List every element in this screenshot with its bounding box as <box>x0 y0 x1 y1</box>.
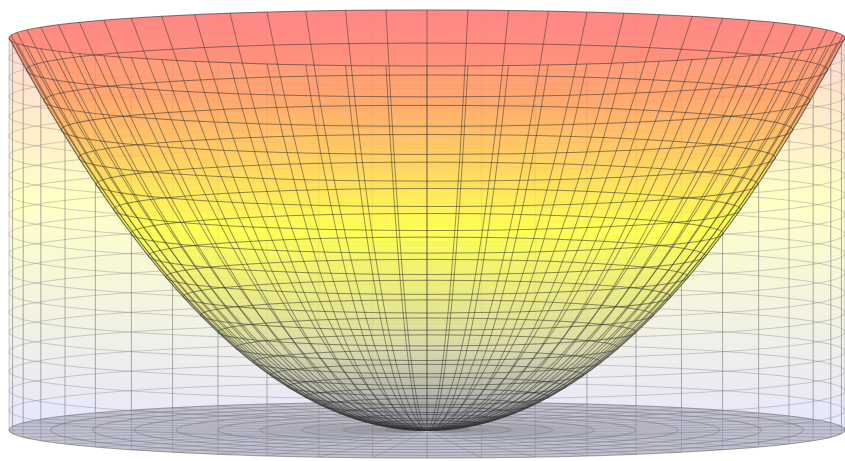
paraboloid-meridian <box>426 10 509 431</box>
base-spoke <box>426 429 831 438</box>
paraboloid-meridian <box>426 35 844 431</box>
paraboloid-meridian <box>385 65 428 432</box>
base-spoke <box>426 425 842 431</box>
base-spoke <box>217 429 428 455</box>
paraboloid-meridian <box>16 32 428 431</box>
base-spoke <box>426 429 759 448</box>
base-spoke <box>266 429 428 457</box>
paraboloid-meridian <box>26 29 428 431</box>
base-spoke <box>426 429 842 435</box>
base-spoke <box>426 418 814 431</box>
paraboloid-meridian <box>426 22 776 431</box>
paraboloid-meridian <box>194 14 428 431</box>
paraboloid-meridian <box>57 24 428 431</box>
paraboloid-meridian <box>426 27 814 431</box>
base-spoke <box>23 429 428 438</box>
paraboloid-meridian <box>426 11 549 431</box>
base-spoke <box>40 418 428 431</box>
paraboloid-meridian <box>426 14 660 431</box>
base-spoke <box>172 429 428 453</box>
paraboloid-meridian <box>40 27 428 431</box>
base-spoke <box>64 415 428 431</box>
paraboloid-meridian <box>8 37 428 431</box>
base-spoke <box>426 412 759 431</box>
paraboloid-meridian <box>229 13 428 431</box>
base-spoke <box>40 429 428 442</box>
paraboloid-meridian <box>130 18 428 431</box>
base-spoke <box>426 429 790 445</box>
paraboloid-meridian <box>426 48 814 431</box>
base-spoke <box>372 429 428 459</box>
paraboloid-meridian <box>103 20 428 431</box>
base-spoke <box>426 429 814 442</box>
paraboloid-meridian <box>305 11 428 431</box>
paraboloid-meridian <box>426 18 724 431</box>
base-spoke <box>23 422 428 431</box>
base-spoke <box>426 429 482 459</box>
paraboloid-meridian <box>345 10 428 431</box>
paraboloid-meridian <box>426 24 797 431</box>
paraboloid-meridian <box>426 29 828 431</box>
base-spoke <box>426 422 831 431</box>
base-spoke <box>318 429 428 458</box>
paraboloid-meridian <box>426 20 751 431</box>
base-spoke <box>426 429 637 455</box>
base-spoke <box>426 409 723 431</box>
paraboloid-meridian <box>426 12 588 431</box>
base-spoke <box>12 429 428 435</box>
base-spoke <box>426 429 682 453</box>
paraboloid-meridian <box>426 65 509 432</box>
base-spoke <box>426 429 723 451</box>
base-spoke <box>95 412 428 431</box>
base-spoke <box>95 429 428 448</box>
paraboloid-meridian <box>426 13 625 431</box>
base-spoke <box>426 429 588 457</box>
base-spoke <box>64 429 428 445</box>
paraboloid-meridian <box>10 35 428 431</box>
base-spoke <box>426 429 536 458</box>
paraboloid-meridian <box>385 10 428 431</box>
base-spoke <box>131 409 428 431</box>
paraboloid-meridian <box>426 16 693 431</box>
paraboloid-meridian <box>78 22 428 431</box>
paraboloid-meridian <box>266 12 428 431</box>
paraboloid-meridian <box>426 10 469 431</box>
base-spoke <box>12 425 428 431</box>
paraboloid-meridian <box>161 16 428 431</box>
paraboloid-meridian <box>345 65 428 432</box>
base-spoke <box>426 415 790 431</box>
paraboloid-meridian <box>426 65 469 432</box>
paraboloid-meridian <box>426 32 838 431</box>
base-spoke <box>131 429 428 451</box>
